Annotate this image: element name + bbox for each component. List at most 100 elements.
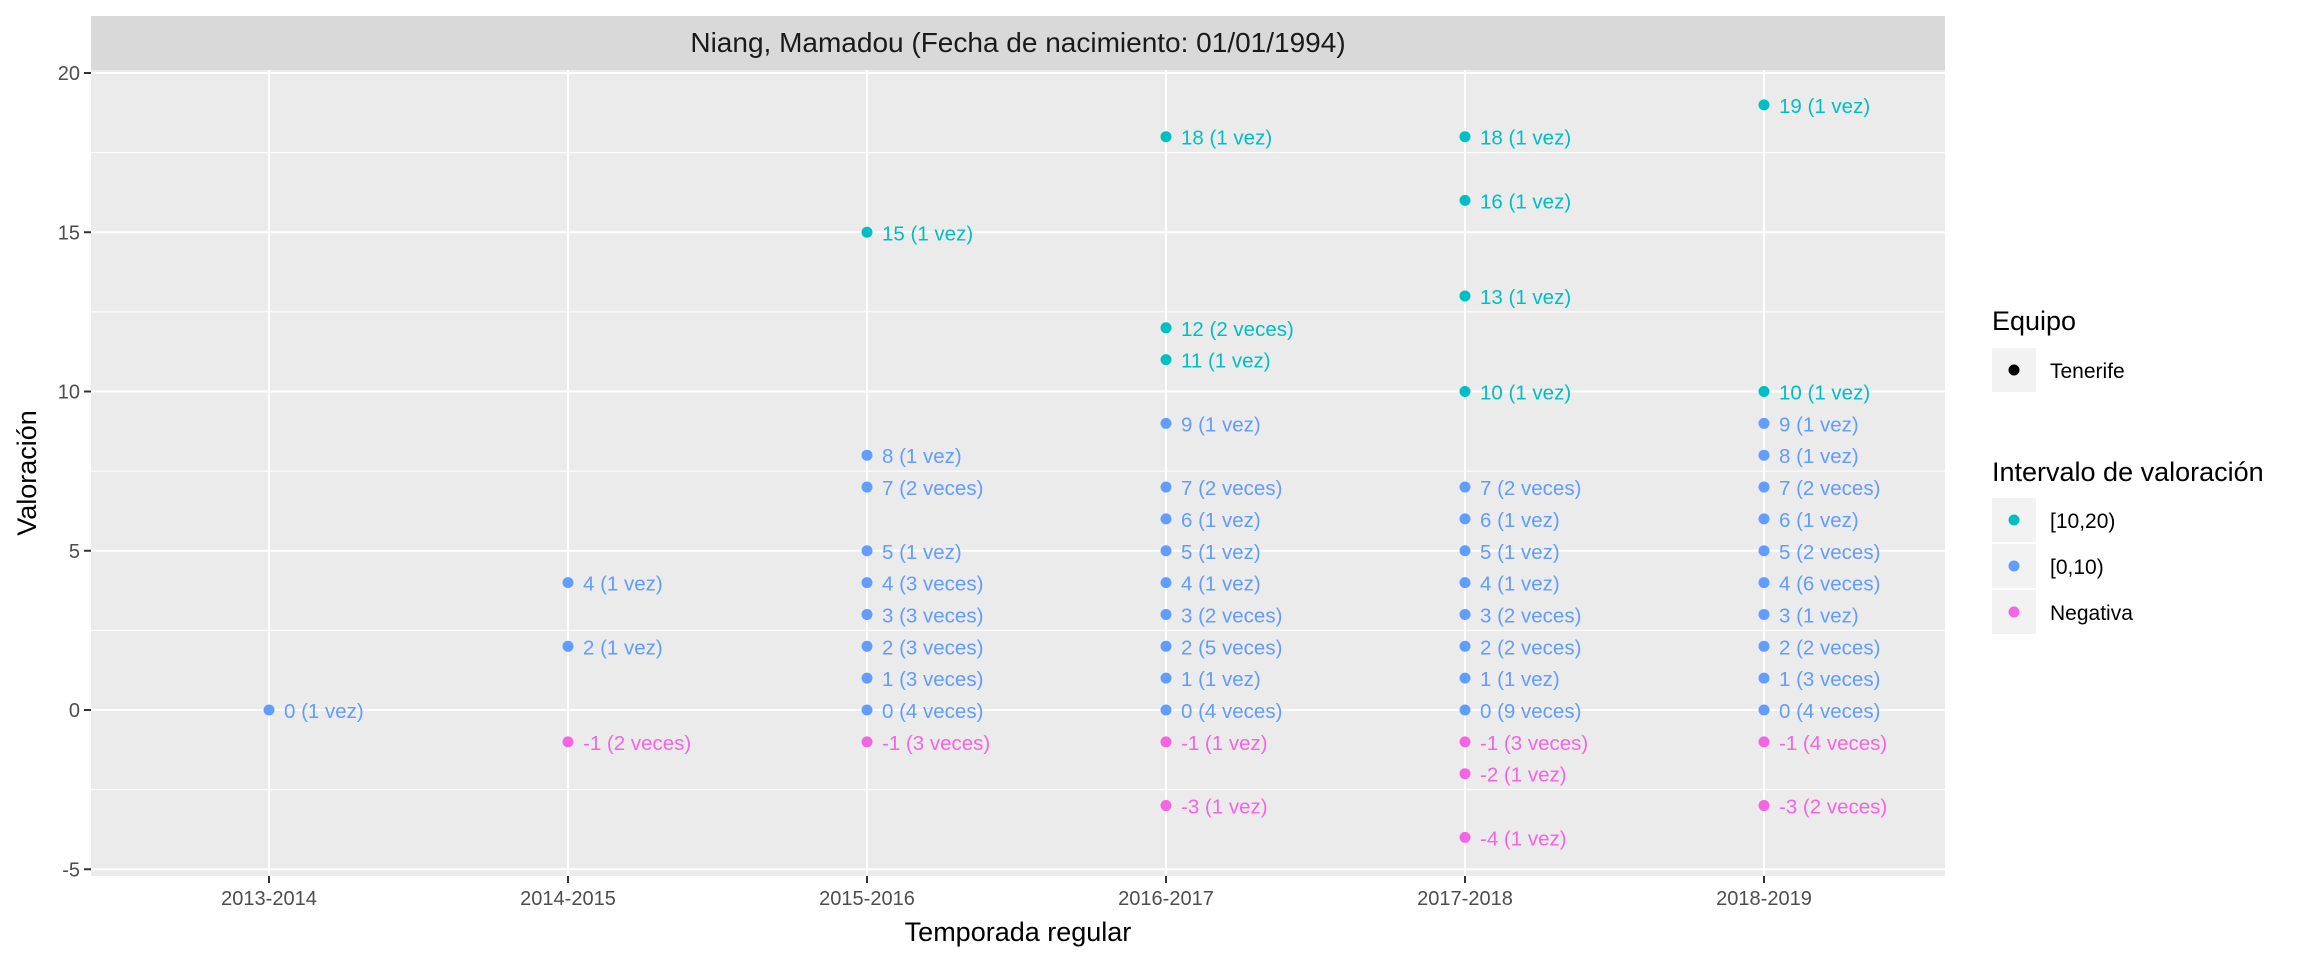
data-label: 0 (4 veces) [1779, 700, 1880, 723]
y-tick-label: 20 [58, 63, 80, 85]
data-label: -1 (4 veces) [1779, 732, 1887, 755]
data-point [1758, 608, 1770, 620]
data-point [1758, 672, 1770, 684]
data-point [1160, 608, 1172, 620]
data-label: 4 (3 veces) [882, 573, 983, 596]
data-point [1160, 513, 1172, 525]
data-point [1160, 417, 1172, 429]
x-tick-label: 2016-2017 [1118, 888, 1214, 910]
legend-key-point [2008, 514, 2020, 526]
data-label: 15 (1 vez) [882, 222, 973, 245]
data-label: 0 (1 vez) [284, 700, 364, 723]
data-point [1459, 736, 1471, 748]
data-label: -1 (1 vez) [1181, 732, 1268, 755]
data-point [1160, 800, 1172, 812]
x-axis: 2013-2014 2014-2015 2015-2016 2016-2017 2017… [221, 876, 1812, 910]
legend-key-point [2008, 364, 2020, 376]
data-label: 2 (5 veces) [1181, 636, 1282, 659]
title-strip [91, 16, 1945, 70]
data-point [562, 736, 574, 748]
data-point [1758, 577, 1770, 589]
y-axis-title: Valoración [12, 410, 42, 536]
legend-title: Equipo [1992, 306, 2076, 336]
data-point [1758, 704, 1770, 716]
data-point [1160, 704, 1172, 716]
data-label: 2 (3 veces) [882, 636, 983, 659]
data-label: 4 (1 vez) [1480, 573, 1560, 596]
data-point [861, 608, 873, 620]
x-tick-label: 2014-2015 [520, 888, 616, 910]
data-point [1160, 577, 1172, 589]
data-label: 2 (1 vez) [583, 636, 663, 659]
data-point [861, 672, 873, 684]
y-tick-label: 15 [58, 222, 80, 244]
data-label: 1 (1 vez) [1480, 668, 1560, 691]
data-point [1459, 640, 1471, 652]
data-point [1459, 831, 1471, 843]
data-label: 8 (1 vez) [1779, 445, 1859, 468]
data-point [1160, 354, 1172, 366]
data-label: 5 (2 veces) [1779, 541, 1880, 564]
data-point [861, 640, 873, 652]
data-point [861, 449, 873, 461]
data-point [1459, 386, 1471, 397]
data-label: 8 (1 vez) [882, 445, 962, 468]
data-point [861, 577, 873, 589]
legend-key-point [2008, 606, 2020, 618]
data-point [1459, 481, 1471, 493]
data-point [861, 226, 873, 238]
data-label: 18 (1 vez) [1480, 127, 1571, 150]
data-point [263, 704, 275, 716]
data-point [1459, 672, 1471, 684]
data-point [1160, 672, 1172, 684]
data-label: -1 (3 veces) [1480, 732, 1588, 755]
data-label: 3 (1 vez) [1779, 604, 1859, 627]
data-point [861, 481, 873, 493]
data-label: 9 (1 vez) [1779, 413, 1859, 436]
chart-title: Niang, Mamadou (Fecha de nacimiento: 01/… [690, 27, 1345, 58]
x-tick-label: 2017-2018 [1417, 888, 1513, 910]
data-point [1758, 800, 1770, 812]
legend-label: [0,10) [2050, 556, 2104, 579]
data-point [1459, 513, 1471, 525]
data-label: -4 (1 vez) [1480, 827, 1567, 850]
data-label: -3 (1 vez) [1181, 796, 1268, 819]
data-point [1758, 640, 1770, 652]
data-point [1459, 131, 1471, 143]
data-label: 7 (2 veces) [882, 477, 983, 500]
data-point [1160, 481, 1172, 493]
plot-panel [91, 70, 1945, 876]
data-label: 1 (1 vez) [1181, 668, 1261, 691]
data-point [861, 736, 873, 748]
legend-label: Negativa [2050, 602, 2133, 625]
data-label: -2 (1 vez) [1480, 764, 1567, 787]
data-label: 0 (4 veces) [882, 700, 983, 723]
data-label: 5 (1 vez) [1480, 541, 1560, 564]
data-label: 5 (1 vez) [1181, 541, 1261, 564]
data-point [1758, 481, 1770, 493]
data-point [861, 704, 873, 716]
legend: Equipo Tenerife Intervalo de valoración [10… [1992, 306, 2264, 634]
legend-title: Intervalo de valoración [1992, 457, 2264, 487]
data-label: -1 (2 veces) [583, 732, 691, 755]
data-label: 7 (2 veces) [1480, 477, 1581, 500]
data-label: 2 (2 veces) [1779, 636, 1880, 659]
minor-gridlines [91, 152, 1945, 791]
data-label: 13 (1 vez) [1480, 286, 1571, 309]
data-label: 10 (1 vez) [1779, 382, 1870, 405]
data-points: 0 (1 vez) 4 (1 vez) 2 (1 vez) -1 (2 veces) 1… [263, 95, 1887, 850]
data-label: 10 (1 vez) [1480, 382, 1571, 405]
data-label: -1 (3 veces) [882, 732, 990, 755]
legend-label: [10,20) [2050, 510, 2115, 533]
x-tick-label: 2013-2014 [221, 888, 317, 910]
data-point [1758, 449, 1770, 461]
x-tick-label: 2018-2019 [1716, 888, 1812, 910]
y-tick-label: 0 [69, 700, 80, 722]
data-point [1459, 608, 1471, 620]
y-axis: -5 0 5 10 15 20 [58, 63, 91, 881]
data-point [1459, 768, 1471, 780]
data-label: 4 (6 veces) [1779, 573, 1880, 596]
x-tick-label: 2015-2016 [819, 888, 915, 910]
data-point [1758, 99, 1770, 111]
